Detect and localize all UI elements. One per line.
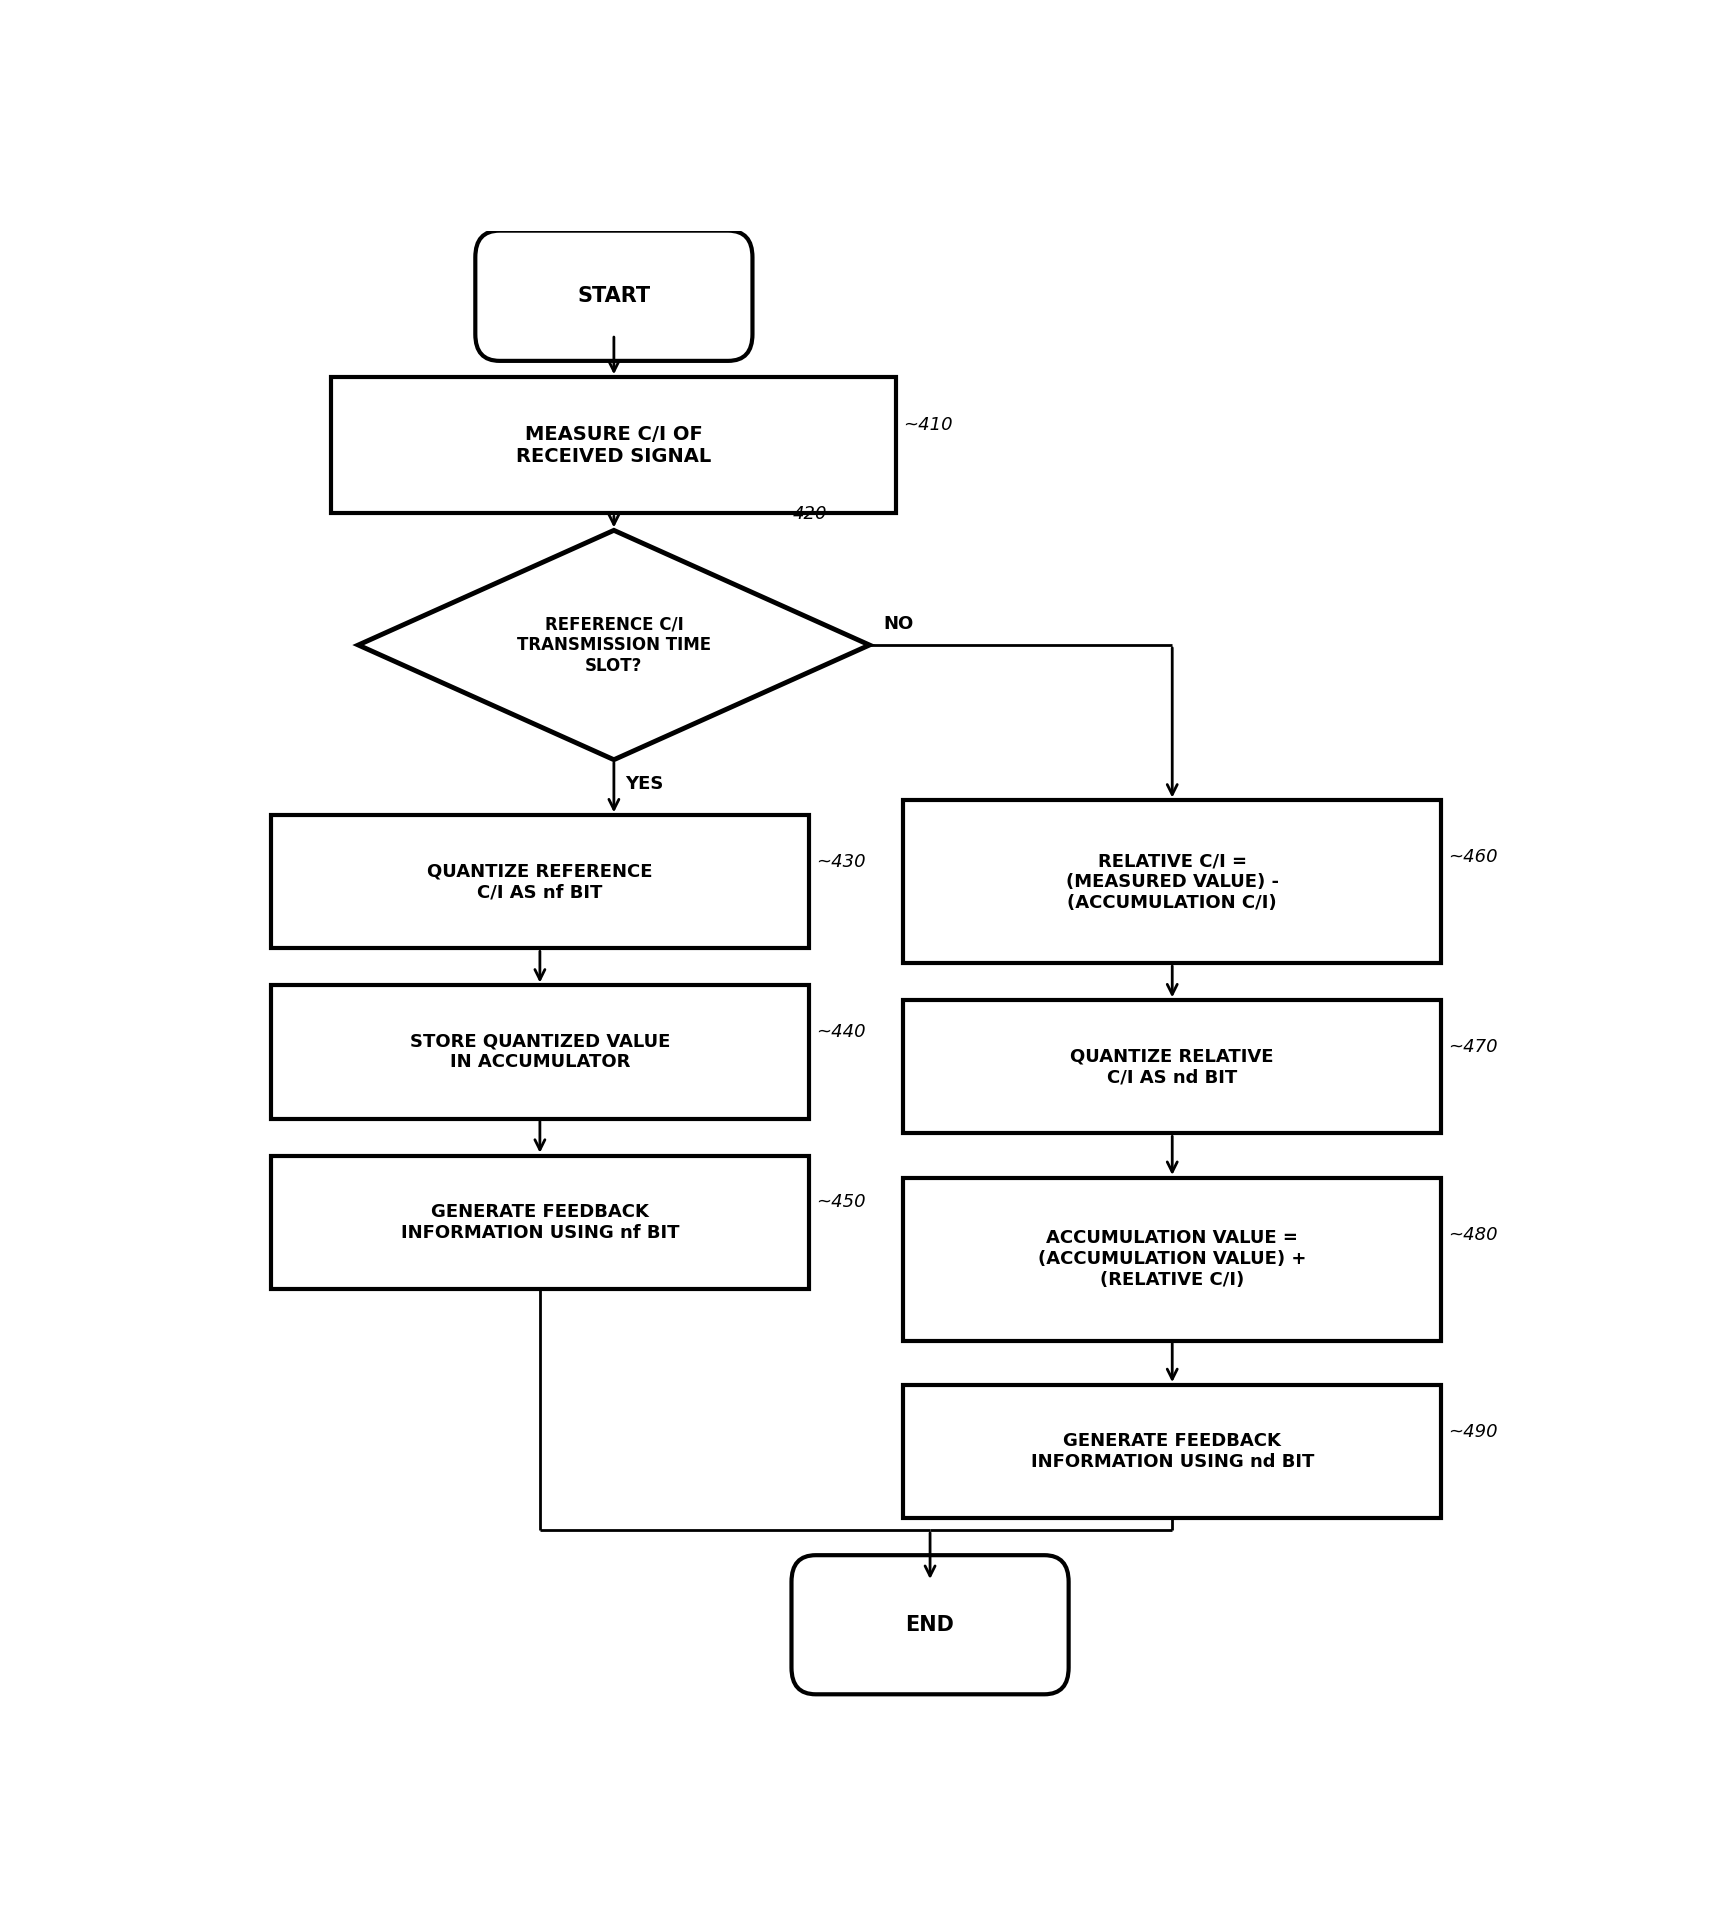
Polygon shape — [358, 530, 870, 759]
Text: ~480: ~480 — [1448, 1226, 1498, 1244]
Text: START: START — [578, 286, 651, 306]
Text: QUANTIZE RELATIVE
C/I AS nd BIT: QUANTIZE RELATIVE C/I AS nd BIT — [1071, 1047, 1274, 1086]
Text: RELATIVE C/I =
(MEASURED VALUE) -
(ACCUMULATION C/I): RELATIVE C/I = (MEASURED VALUE) - (ACCUM… — [1066, 851, 1279, 911]
FancyBboxPatch shape — [792, 1555, 1069, 1695]
Bar — [903, 999, 1441, 1134]
FancyBboxPatch shape — [476, 231, 752, 361]
Text: YES: YES — [625, 775, 663, 792]
Bar — [271, 815, 809, 948]
Text: ~410: ~410 — [903, 415, 953, 434]
Text: 420: 420 — [793, 505, 828, 523]
Text: ~470: ~470 — [1448, 1038, 1498, 1055]
Text: REFERENCE C/I
TRANSMISSION TIME
SLOT?: REFERENCE C/I TRANSMISSION TIME SLOT? — [517, 615, 712, 675]
Bar — [271, 1155, 809, 1290]
Text: NO: NO — [884, 615, 913, 632]
Bar — [271, 986, 809, 1119]
Text: ~490: ~490 — [1448, 1422, 1498, 1442]
Text: QUANTIZE REFERENCE
C/I AS nf BIT: QUANTIZE REFERENCE C/I AS nf BIT — [427, 863, 653, 901]
Text: STORE QUANTIZED VALUE
IN ACCUMULATOR: STORE QUANTIZED VALUE IN ACCUMULATOR — [410, 1032, 670, 1071]
Text: ACCUMULATION VALUE =
(ACCUMULATION VALUE) +
(RELATIVE C/I): ACCUMULATION VALUE = (ACCUMULATION VALUE… — [1038, 1230, 1307, 1290]
Text: ~460: ~460 — [1448, 848, 1498, 867]
Bar — [903, 1386, 1441, 1518]
Text: MEASURE C/I OF
RECEIVED SIGNAL: MEASURE C/I OF RECEIVED SIGNAL — [516, 425, 712, 465]
Bar — [332, 377, 896, 513]
Text: GENERATE FEEDBACK
INFORMATION USING nd BIT: GENERATE FEEDBACK INFORMATION USING nd B… — [1031, 1432, 1314, 1470]
Text: ~440: ~440 — [816, 1023, 865, 1042]
Bar — [903, 1178, 1441, 1342]
Text: ~430: ~430 — [816, 853, 865, 871]
Text: GENERATE FEEDBACK
INFORMATION USING nf BIT: GENERATE FEEDBACK INFORMATION USING nf B… — [401, 1203, 679, 1242]
Bar — [903, 800, 1441, 963]
Text: ~450: ~450 — [816, 1194, 865, 1211]
Text: END: END — [906, 1614, 955, 1636]
